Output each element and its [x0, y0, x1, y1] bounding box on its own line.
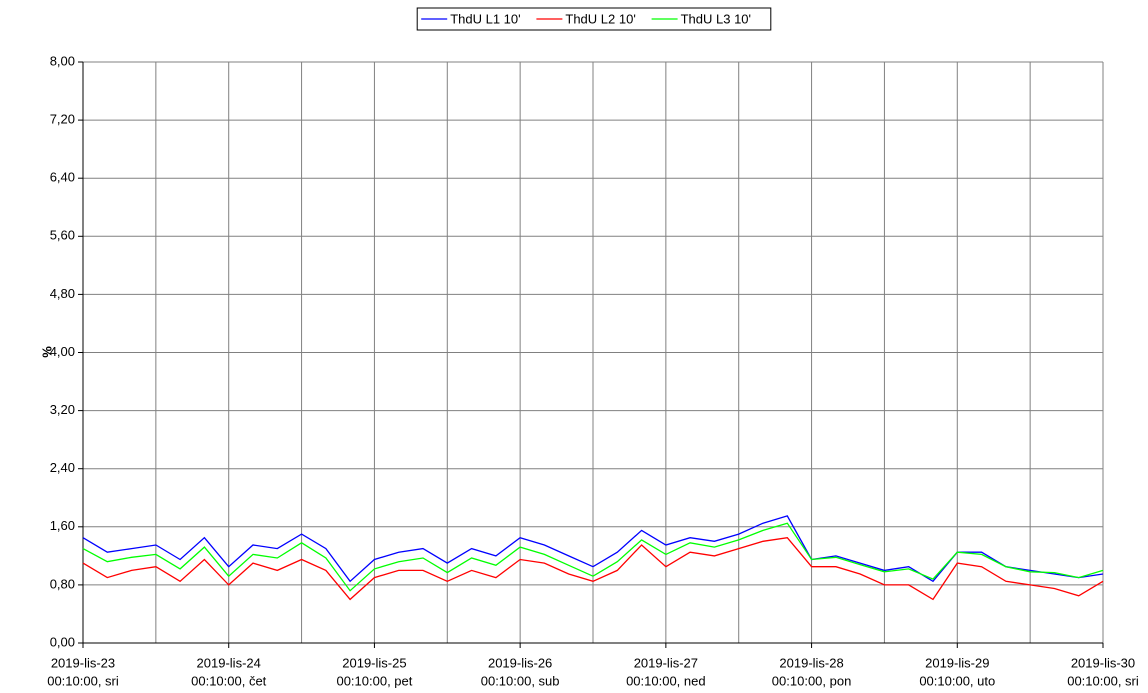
y-tick-label: 2,40: [50, 460, 75, 475]
line-series: [82, 522, 1104, 592]
x-tick-label: 00:10:00, čet: [191, 673, 267, 688]
legend-label: ThdU L3 10': [681, 11, 751, 26]
y-tick-label: 3,20: [50, 402, 75, 417]
x-tick-label: 2019-lis-26: [488, 655, 552, 670]
legend-label: ThdU L1 10': [450, 11, 520, 26]
x-tick-label: 00:10:00, sub: [481, 673, 560, 688]
y-tick-label: 8,00: [50, 53, 75, 68]
line-series: [82, 515, 1104, 583]
x-tick-label: 2019-lis-27: [634, 655, 698, 670]
x-tick-label: 2019-lis-24: [197, 655, 261, 670]
y-tick-label: 4,80: [50, 286, 75, 301]
line-series: [82, 537, 1104, 601]
legend: ThdU L1 10' ThdU L2 10' ThdU L3 10': [416, 7, 772, 31]
legend-box: [416, 7, 772, 31]
y-tick-label: 0,80: [50, 576, 75, 591]
x-tick-label: 00:10:00, sri: [1067, 673, 1139, 688]
x-tick-label: 00:10:00, uto: [919, 673, 995, 688]
x-tick-label: 00:10:00, pon: [772, 673, 852, 688]
y-tick-label: 5,60: [50, 228, 75, 243]
x-tick-label: 00:10:00, sri: [47, 673, 119, 688]
y-tick-label: 0,00: [50, 634, 75, 649]
y-tick-label: 1,60: [50, 518, 75, 533]
x-tick-label: 2019-lis-30: [1071, 655, 1135, 670]
x-tick-label: 00:10:00, ned: [626, 673, 706, 688]
y-axis-label: %: [39, 346, 54, 358]
x-tick-label: 2019-lis-29: [925, 655, 989, 670]
x-tick-label: 00:10:00, pet: [336, 673, 412, 688]
x-tick-label: 2019-lis-28: [779, 655, 843, 670]
y-tick-label: 4,00: [50, 344, 75, 359]
y-tick-label: 6,40: [50, 170, 75, 185]
x-tick-label: 2019-lis-23: [51, 655, 115, 670]
x-tick-label: 2019-lis-25: [342, 655, 406, 670]
y-tick-label: 7,20: [50, 112, 75, 127]
legend-label: ThdU L2 10': [565, 11, 635, 26]
